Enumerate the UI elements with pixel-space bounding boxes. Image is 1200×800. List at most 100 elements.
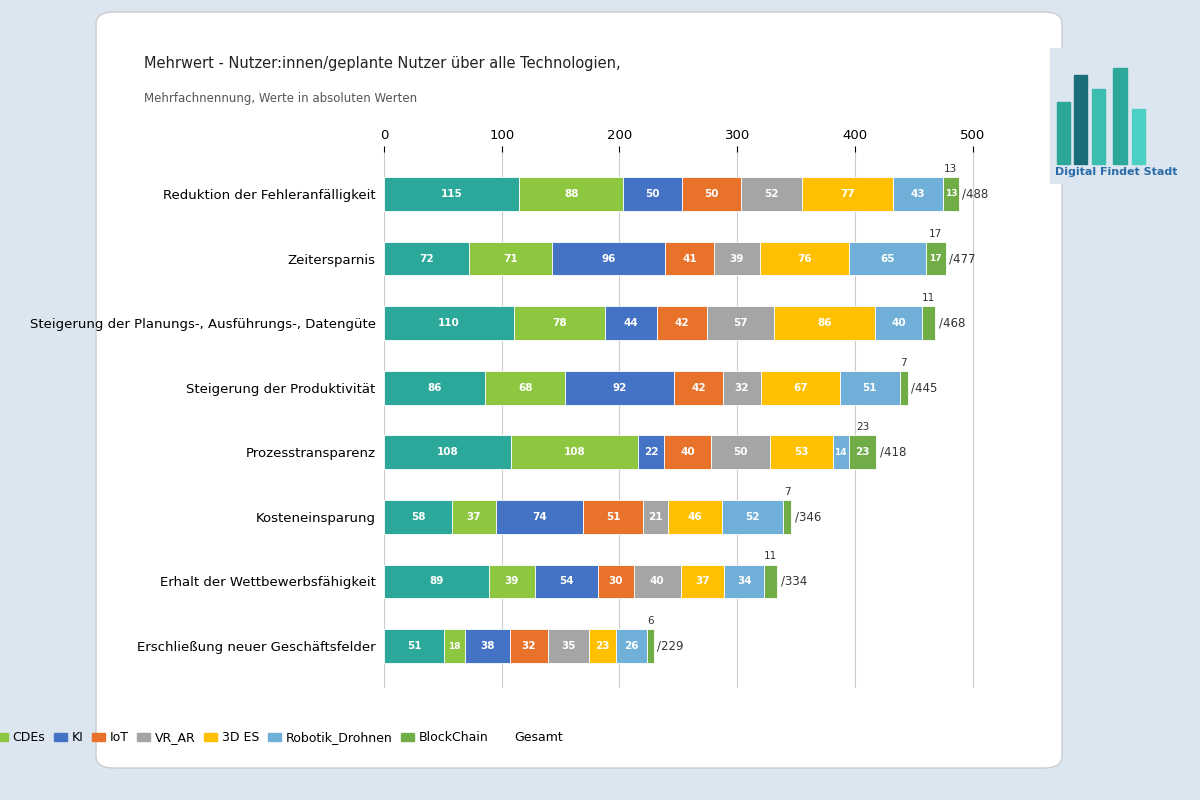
Bar [893, 177, 943, 210]
Text: 51: 51 [606, 512, 620, 522]
Text: 40: 40 [680, 447, 695, 458]
Bar [740, 177, 802, 210]
Bar [665, 242, 714, 275]
Text: 34: 34 [737, 577, 751, 586]
Bar [707, 306, 774, 340]
Text: 108: 108 [437, 447, 458, 458]
Bar [784, 500, 791, 534]
Text: 65: 65 [880, 254, 894, 263]
Bar [875, 306, 922, 340]
Text: /229: /229 [658, 639, 684, 653]
Text: 74: 74 [532, 512, 547, 522]
Text: 32: 32 [734, 382, 749, 393]
Bar [514, 306, 605, 340]
Text: 17: 17 [929, 229, 942, 238]
Bar [466, 630, 510, 663]
Bar [384, 306, 514, 340]
Text: 13: 13 [944, 190, 958, 198]
Text: 7: 7 [784, 487, 791, 497]
Text: 51: 51 [407, 641, 421, 651]
Text: 86: 86 [427, 382, 442, 393]
Bar [658, 306, 707, 340]
Text: /488: /488 [962, 187, 989, 201]
Bar [510, 630, 547, 663]
Text: 110: 110 [438, 318, 460, 328]
Text: 50: 50 [646, 189, 660, 199]
Bar [850, 435, 876, 469]
Text: 52: 52 [745, 512, 760, 522]
Text: 68: 68 [518, 382, 533, 393]
Text: 44: 44 [624, 318, 638, 328]
Bar [724, 371, 761, 405]
Text: 42: 42 [691, 382, 706, 393]
Bar [922, 306, 935, 340]
Bar [1114, 69, 1127, 164]
Text: 57: 57 [733, 318, 748, 328]
Bar [552, 242, 665, 275]
Text: 23: 23 [595, 641, 610, 651]
Bar [452, 500, 496, 534]
Bar [840, 371, 900, 405]
Text: 18: 18 [449, 642, 461, 650]
Bar [770, 435, 833, 469]
Bar [496, 500, 583, 534]
Text: Mehrfachnennung, Werte in absoluten Werten: Mehrfachnennung, Werte in absoluten Wert… [144, 92, 418, 105]
Bar [583, 500, 643, 534]
Bar [1132, 110, 1145, 164]
Bar [714, 242, 760, 275]
Text: 115: 115 [440, 189, 462, 199]
Text: Mehrwert - Nutzer:innen/geplante Nutzer über alle Technologien,: Mehrwert - Nutzer:innen/geplante Nutzer … [144, 56, 620, 71]
Text: 43: 43 [911, 189, 925, 199]
Text: 13: 13 [944, 164, 958, 174]
Bar [565, 371, 673, 405]
Text: 88: 88 [564, 189, 578, 199]
Bar [673, 371, 724, 405]
Bar [547, 630, 589, 663]
Bar [384, 242, 469, 275]
Text: 32: 32 [522, 641, 536, 651]
Bar [850, 242, 925, 275]
Text: /418: /418 [880, 446, 906, 458]
Bar [682, 177, 740, 210]
Text: 23: 23 [856, 422, 869, 432]
Text: 14: 14 [834, 448, 847, 457]
Text: 72: 72 [419, 254, 433, 263]
Text: 54: 54 [559, 577, 574, 586]
Text: 50: 50 [733, 447, 748, 458]
Bar [469, 242, 552, 275]
Text: 23: 23 [856, 447, 870, 458]
Bar [444, 630, 466, 663]
Bar [384, 630, 444, 663]
Text: 21: 21 [648, 512, 662, 522]
Text: 52: 52 [764, 189, 779, 199]
Text: /477: /477 [949, 252, 976, 265]
Bar [774, 306, 875, 340]
Text: 6: 6 [647, 616, 653, 626]
Bar [680, 565, 725, 598]
Bar [725, 565, 764, 598]
Legend: BIM, CDEs, KI, IoT, VR_AR, 3D ES, Robotik_Drohnen, BlockChain, Gesamt: BIM, CDEs, KI, IoT, VR_AR, 3D ES, Roboti… [0, 726, 569, 750]
Bar [1056, 102, 1070, 164]
Text: 22: 22 [644, 447, 659, 458]
Bar [1092, 89, 1105, 164]
Bar [712, 435, 770, 469]
Bar [722, 500, 784, 534]
Bar [638, 435, 665, 469]
Bar [761, 371, 840, 405]
Text: 89: 89 [430, 577, 444, 586]
Bar [634, 565, 680, 598]
Text: 39: 39 [730, 254, 744, 263]
Text: 51: 51 [863, 382, 877, 393]
Text: 11: 11 [922, 293, 935, 303]
Text: 78: 78 [552, 318, 566, 328]
Text: 37: 37 [467, 512, 481, 522]
Bar [1074, 75, 1087, 164]
Text: 76: 76 [797, 254, 811, 263]
Bar [599, 565, 634, 598]
Bar [589, 630, 616, 663]
Bar [665, 435, 712, 469]
Bar [616, 630, 647, 663]
Text: /334: /334 [781, 575, 808, 588]
Bar [384, 177, 520, 210]
Bar [384, 371, 485, 405]
